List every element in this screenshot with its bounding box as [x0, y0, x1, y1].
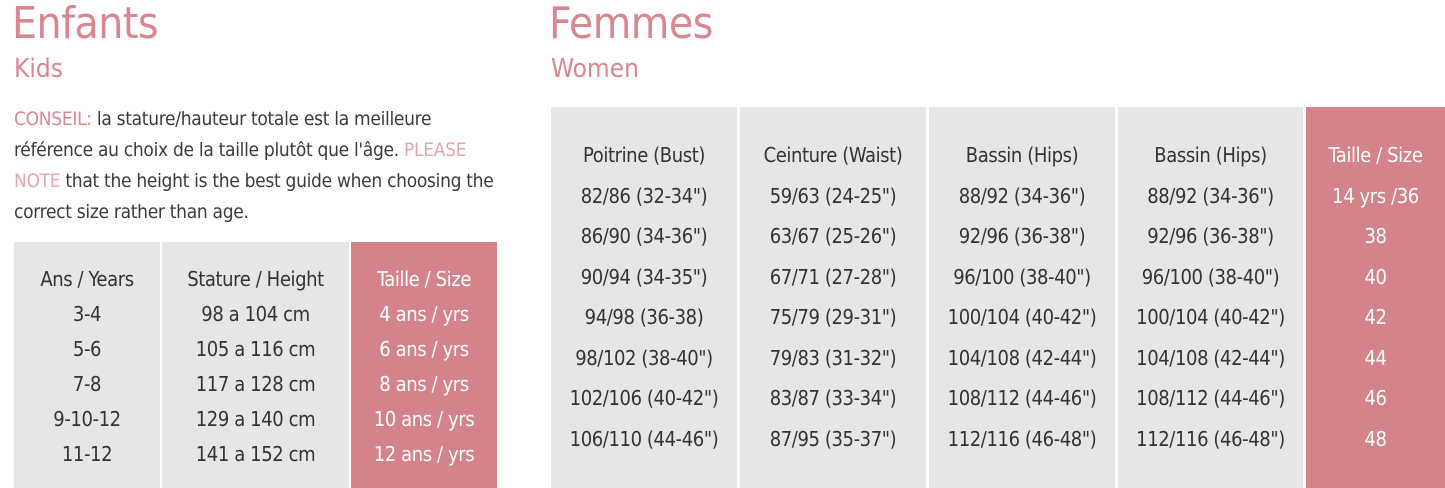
women-title: Femmes: [549, 0, 713, 49]
table-cell: 59/63 (24-25"): [769, 183, 897, 208]
column-header: Bassin (Hips): [1154, 143, 1267, 167]
column-header: Taille / Size: [1328, 143, 1423, 167]
table-cell: 112/116 (46-48"): [1136, 426, 1285, 451]
table-cell: 100/104 (40-42"): [1136, 305, 1285, 329]
kids-column: Ans / Years 3-4 5-6 7-8 9-10-12 11-12: [14, 242, 160, 488]
table-cell: 117 a 128 cm: [195, 372, 316, 396]
table-cell: 67/71 (27-28"): [769, 264, 897, 289]
please-note-label: PLEASE NOTE: [14, 139, 467, 192]
column-header: Ceinture (Waist): [763, 143, 903, 167]
table-cell: 82/86 (32-34"): [580, 183, 708, 208]
table-cell: 112/116 (46-48"): [947, 426, 1097, 451]
column-header: Stature / Height: [187, 267, 324, 291]
table-cell: 105 a 116 cm: [195, 337, 316, 361]
table-cell: 92/96 (36-38"): [1147, 224, 1274, 248]
table-cell: 63/67 (25-26"): [769, 224, 897, 248]
table-cell: 14 yrs /36: [1332, 183, 1419, 208]
table-cell: 129 a 140 cm: [195, 407, 316, 431]
table-cell: 7-8: [72, 372, 102, 396]
women-column: Poitrine (Bust) 82/86 (32-34") 86/90 (34-3…: [551, 107, 737, 488]
please-note-text: that the height is the best guide when c…: [14, 170, 494, 223]
women-column: Bassin (Hips) 88/92 (34-36") 92/96 (36-38"…: [1118, 107, 1303, 488]
table-cell: 42: [1364, 305, 1387, 329]
table-cell: 3-4: [72, 302, 102, 326]
table-cell: 46: [1364, 386, 1387, 410]
table-cell: 92/96 (36-38"): [958, 224, 1086, 248]
table-cell: 9-10-12: [53, 407, 121, 431]
women-subtitle: Women: [551, 54, 639, 84]
table-cell: 48: [1364, 426, 1387, 451]
table-cell: 96/100 (38-40"): [953, 264, 1091, 289]
women-column: Bassin (Hips) 88/92 (34-36") 92/96 (36-38"…: [929, 107, 1115, 488]
table-cell: 96/100 (38-40"): [1141, 264, 1280, 289]
table-cell: 94/98 (36-38): [584, 305, 704, 329]
table-cell: 100/104 (40-42"): [947, 305, 1097, 329]
table-cell: 90/94 (34-35"): [580, 264, 708, 289]
table-cell: 5-6: [72, 337, 102, 361]
kids-column: Stature / Height 98 a 104 cm 105 a 116 cm 1…: [162, 242, 349, 488]
table-cell: 83/87 (33-34"): [769, 386, 897, 410]
table-cell: 87/95 (35-37"): [769, 426, 897, 451]
women-column: Taille / Size 14 yrs /36 38 40 42 44 46 48: [1306, 107, 1445, 488]
column-header: Ans / Years: [40, 267, 134, 291]
kids-subtitle: Kids: [14, 54, 63, 84]
kids-column: Taille / Size 4 ans / yrs 6 ans / yrs 8 ans…: [351, 242, 497, 488]
column-header: Bassin (Hips): [965, 143, 1079, 167]
table-cell: 88/92 (34-36"): [958, 183, 1086, 208]
table-cell: 106/110 (44-46"): [569, 426, 719, 451]
table-cell: 104/108 (42-44"): [947, 345, 1097, 370]
table-cell: 98/102 (38-40"): [575, 345, 713, 370]
table-cell: 79/83 (31-32"): [769, 345, 897, 370]
table-cell: 40: [1364, 264, 1387, 289]
table-cell: 8 ans / yrs: [379, 372, 469, 396]
table-cell: 102/106 (40-42"): [569, 386, 719, 410]
table-cell: 104/108 (42-44"): [1136, 345, 1285, 370]
column-header: Poitrine (Bust): [583, 143, 705, 167]
column-header: Taille / Size: [376, 267, 471, 291]
table-cell: 75/79 (29-31"): [769, 305, 897, 329]
table-cell: 10 ans / yrs: [373, 407, 475, 431]
table-cell: 44: [1364, 345, 1387, 370]
kids-title: Enfants: [12, 0, 159, 49]
table-cell: 86/90 (34-36"): [580, 224, 708, 248]
table-cell: 88/92 (34-36"): [1147, 183, 1274, 208]
table-cell: 108/112 (44-46"): [1136, 386, 1285, 410]
kids-note: CONSEIL: la stature/hauteur totale est l…: [14, 104, 504, 228]
table-cell: 4 ans / yrs: [379, 302, 469, 326]
table-cell: 98 a 104 cm: [201, 302, 310, 326]
table-cell: 108/112 (44-46"): [947, 386, 1097, 410]
table-cell: 141 a 152 cm: [195, 442, 316, 466]
table-cell: 12 ans / yrs: [373, 442, 475, 466]
conseil-text: la stature/hauteur totale est la meilleu…: [14, 108, 432, 161]
conseil-label: CONSEIL:: [14, 108, 92, 130]
table-cell: 38: [1364, 224, 1387, 248]
table-cell: 6 ans / yrs: [379, 337, 469, 361]
women-column: Ceinture (Waist) 59/63 (24-25") 63/67 (25-…: [740, 107, 926, 488]
table-cell: 11-12: [61, 442, 113, 466]
